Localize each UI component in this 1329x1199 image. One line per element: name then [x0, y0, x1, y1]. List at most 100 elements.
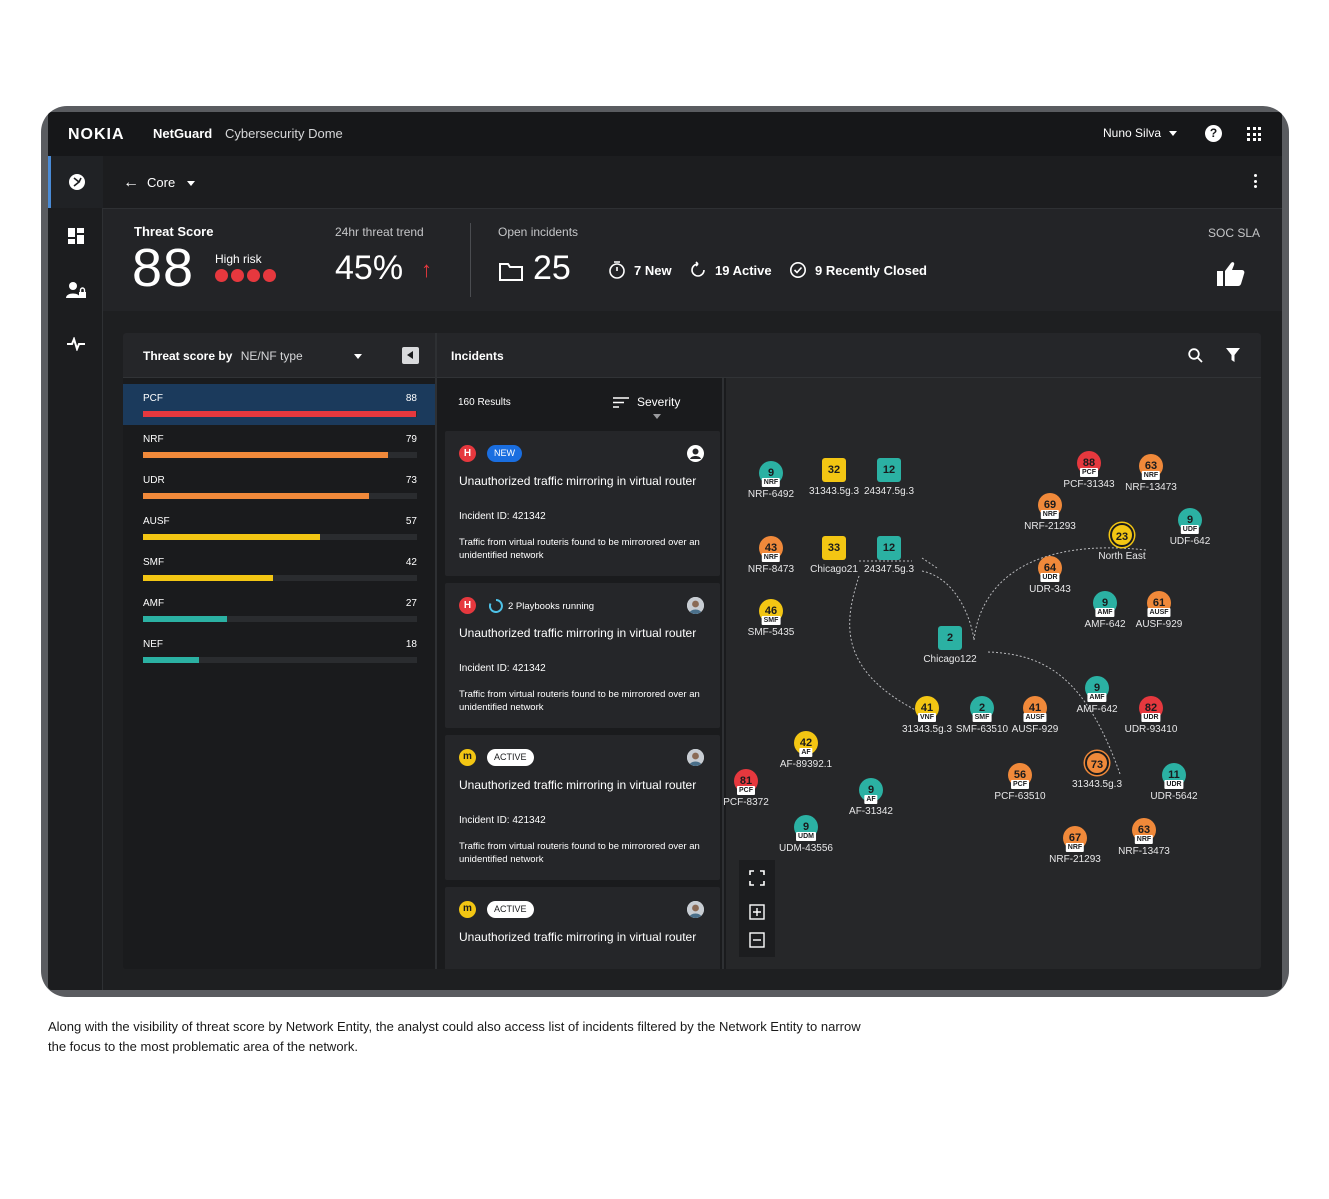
map-node[interactable]: 42 AF AF-89392.1 [780, 731, 832, 770]
back-arrow-icon[interactable]: ← [123, 174, 139, 191]
soc-sla-label: SOC SLA [1208, 226, 1261, 240]
filter-icon[interactable] [1226, 348, 1240, 363]
map-link [849, 575, 933, 719]
divider [470, 223, 471, 297]
map-node[interactable]: 46 SMF SMF-5435 [746, 599, 796, 638]
chevron-down-icon[interactable] [354, 354, 363, 360]
sort-select[interactable]: Severity [613, 395, 722, 423]
stat-new[interactable]: 7 New [608, 261, 672, 279]
incident-title: Unauthorized traffic mirroring in virtua… [459, 778, 697, 792]
map-node[interactable]: 41 AUSF AUSF-929 [1010, 696, 1060, 735]
node-marker: 12 [877, 536, 901, 560]
threat-bar-row[interactable]: AMF 27 [123, 589, 435, 630]
node-type: UDM [796, 832, 816, 841]
threat-bar-row[interactable]: SMF 42 [123, 548, 435, 589]
map-node[interactable]: 61 AUSF AUSF-929 [1134, 591, 1184, 630]
collapse-panel-icon[interactable] [402, 347, 419, 364]
network-icon [69, 174, 85, 190]
help-icon[interactable]: ? [1205, 125, 1222, 142]
node-type: AF [864, 795, 878, 804]
breadcrumb[interactable]: Core [147, 175, 196, 190]
map-node[interactable]: 63 NRF NRF-13473 [1118, 818, 1170, 857]
node-type: PCF [1011, 780, 1029, 789]
map-node[interactable]: 88 PCF PCF-31343 [1063, 451, 1115, 490]
node-marker: 69 NRF [1038, 493, 1062, 519]
sidebar-item-network[interactable] [48, 156, 103, 208]
more-options-icon[interactable] [1254, 174, 1258, 188]
map-node[interactable]: 43 NRF NRF-8473 [746, 536, 796, 575]
node-score: 82 [1144, 702, 1158, 714]
threat-bar-row[interactable]: NRF 79 [123, 425, 435, 466]
map-node[interactable]: 9 AMF AMF-642 [1080, 591, 1130, 630]
zoom-controls [739, 860, 775, 957]
node-label: AUSF-929 [1135, 619, 1183, 630]
node-label: PCF-63510 [994, 791, 1046, 802]
risk-dot [231, 269, 244, 282]
map-node[interactable]: 12 24347.5g.3 [864, 458, 914, 497]
assignee-icon[interactable] [687, 445, 704, 462]
app-grid-icon[interactable] [1247, 127, 1261, 141]
map-node[interactable]: 63 NRF NRF-13473 [1125, 454, 1177, 493]
avatar[interactable] [687, 749, 704, 766]
user-name: Nuno Silva [1103, 126, 1162, 140]
threat-bar-track [143, 411, 417, 417]
threat-bar-name: NEF [143, 639, 163, 650]
map-node[interactable]: 12 24347.5g.3 [864, 536, 914, 575]
caption: Along with the visibility of threat scor… [48, 1019, 861, 1054]
network-map[interactable]: 9 NRF NRF-6492 32 31343.5g.3 12 24347.5g.3 43 NR… [723, 378, 1261, 969]
trend-value: 45% [335, 249, 404, 287]
sidebar-item-activity[interactable] [48, 318, 103, 370]
map-node[interactable]: 81 PCF PCF-8372 [721, 769, 771, 808]
map-node[interactable]: 64 UDR UDR-343 [1025, 556, 1075, 595]
zoom-in-icon[interactable] [749, 904, 765, 920]
node-marker: 2 SMF [970, 696, 994, 722]
threat-bar-row[interactable]: UDR 73 [123, 466, 435, 507]
threat-bar-track [143, 575, 417, 581]
incident-card[interactable]: m ACTIVE Unauthorized traffic mirroring in… [445, 887, 720, 969]
map-node[interactable]: 9 AF AF-31342 [846, 778, 896, 817]
open-incidents-label: Open incidents [498, 225, 579, 239]
node-score: 23 [1115, 531, 1129, 543]
map-node[interactable]: 67 NRF NRF-21293 [1049, 826, 1101, 865]
map-node[interactable]: 33 Chicago21 [809, 536, 859, 575]
user-menu[interactable]: Nuno Silva [1103, 126, 1178, 140]
threat-bar-row[interactable]: PCF 88 [123, 384, 435, 425]
map-node[interactable]: 9 NRF NRF-6492 [746, 461, 796, 500]
fullscreen-icon[interactable] [749, 870, 765, 886]
zoom-out-icon[interactable] [749, 932, 765, 948]
avatar[interactable] [687, 901, 704, 918]
stat-closed[interactable]: 9 Recently Closed [789, 261, 927, 279]
map-node[interactable]: 82 UDR UDR-93410 [1125, 696, 1177, 735]
threat-bar-track [143, 493, 417, 499]
map-node[interactable]: 9 AMF AMF-642 [1072, 676, 1122, 715]
map-node[interactable]: 2 SMF SMF-63510 [956, 696, 1008, 735]
map-node[interactable]: 9 UDF UDF-642 [1165, 508, 1215, 547]
map-node[interactable]: 56 PCF PCF-63510 [994, 763, 1046, 802]
threat-bar-row[interactable]: NEF 18 [123, 630, 435, 671]
node-label: UDR-5642 [1150, 791, 1198, 802]
map-node[interactable]: 11 UDR UDR-5642 [1149, 763, 1199, 802]
incident-card[interactable]: m ACTIVE Unauthorized traffic mirroring in… [445, 735, 720, 880]
stat-active[interactable]: 19 Active [689, 261, 772, 279]
playbooks-label: 2 Playbooks running [508, 600, 595, 612]
search-icon[interactable] [1188, 348, 1203, 363]
node-label: 31343.5g.3 [808, 486, 860, 497]
refresh-icon [691, 261, 705, 277]
map-node[interactable]: 69 NRF NRF-21293 [1024, 493, 1076, 532]
map-node[interactable]: 2 Chicago122 [923, 626, 977, 665]
sidebar-item-dashboard[interactable] [48, 210, 103, 262]
sidebar-item-users[interactable] [48, 264, 103, 316]
map-node[interactable]: 9 UDM UDM-43556 [779, 815, 833, 854]
map-node[interactable]: 41 VNF 31343.5g.3 [902, 696, 952, 735]
map-node[interactable]: 73 31343.5g.3 [1072, 751, 1122, 790]
ne-type-select[interactable]: NE/NF type [240, 349, 303, 363]
node-type: NRF [1141, 471, 1161, 480]
map-node[interactable]: 32 31343.5g.3 [809, 458, 859, 497]
incident-card[interactable]: H 2 Playbooks running Unauthorized traffic… [445, 583, 720, 728]
node-marker: 9 UDF [1178, 508, 1202, 534]
node-label: AMF-642 [1084, 619, 1126, 630]
threat-bar-row[interactable]: AUSF 57 [123, 507, 435, 548]
avatar[interactable] [687, 597, 704, 614]
incident-card[interactable]: H NEW Unauthorized traffic mirroring in vi… [445, 431, 720, 576]
map-node[interactable]: 23 North East [1097, 523, 1147, 562]
